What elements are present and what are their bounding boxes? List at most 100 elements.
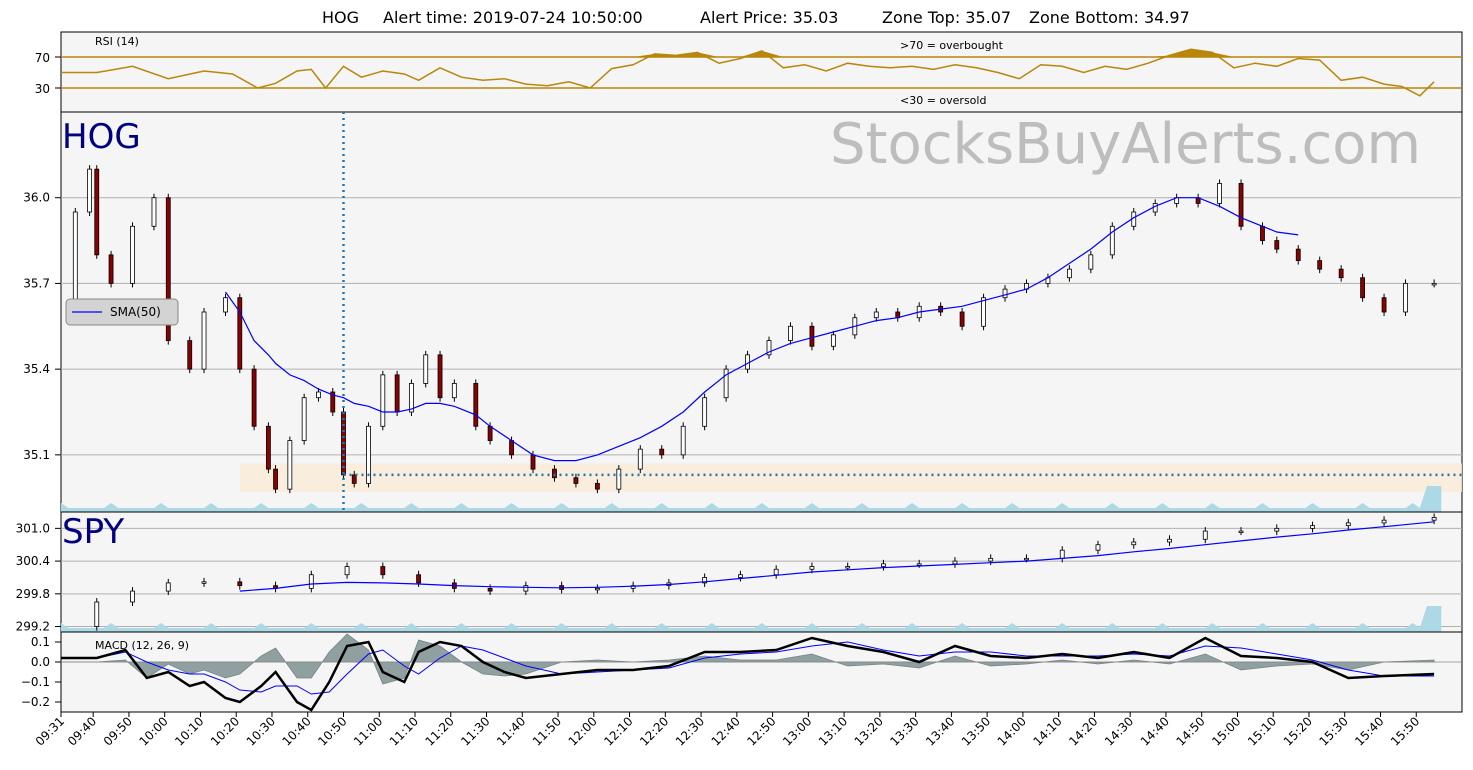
ytick-label-35.1: 35.1 bbox=[23, 448, 50, 462]
candle-body bbox=[416, 574, 421, 584]
spy-panel: SPY 299.2 299.8 300.4 301.0 bbox=[16, 511, 1463, 634]
macd-panel: MACD (12, 26, 9) 0.1 0.0 −0.1 −0.2 bbox=[21, 631, 1463, 713]
candle-body bbox=[1274, 240, 1280, 250]
candle-body bbox=[108, 254, 114, 284]
x-tick-label-33: 15:00 bbox=[1209, 714, 1243, 748]
x-tick-label-25: 13:40 bbox=[923, 714, 957, 748]
candle-body bbox=[237, 297, 243, 370]
ytick-label-35.7: 35.7 bbox=[23, 276, 50, 290]
candle-body bbox=[1345, 522, 1351, 527]
chart-title: HOG Alert time: 2019-07-24 10:50:00 Aler… bbox=[322, 8, 1190, 27]
candle-body bbox=[1310, 525, 1315, 529]
hog-panel: HOG StocksBuyAlerts.com SMA(50) 35.1 35.4… bbox=[23, 111, 1463, 513]
ytick-label-35.4: 35.4 bbox=[23, 362, 50, 376]
candle-body bbox=[830, 334, 836, 347]
macd-plot bbox=[61, 633, 1462, 712]
candle-body bbox=[366, 425, 371, 484]
candle-body bbox=[573, 477, 579, 484]
spy-panel-frame bbox=[60, 511, 1463, 633]
title-alert-time: Alert time: 2019-07-24 10:50:00 bbox=[383, 8, 643, 27]
candle-body bbox=[380, 374, 386, 427]
candle-body bbox=[1167, 538, 1172, 543]
x-tick-label-2: 09:50 bbox=[101, 714, 135, 748]
candle-body bbox=[394, 374, 400, 413]
x-tick-label-0: 09:31 bbox=[33, 714, 67, 748]
x-tick-label-4: 10:10 bbox=[172, 714, 206, 748]
macd-label: MACD (12, 26, 9) bbox=[95, 639, 189, 652]
hog-panel-frame bbox=[60, 111, 1463, 513]
candle-body bbox=[788, 325, 793, 341]
x-tick-label-15: 12:00 bbox=[566, 714, 600, 748]
macd-ytick-label-0: 0.1 bbox=[31, 635, 50, 649]
ytick-label-299.2: 299.2 bbox=[16, 620, 50, 634]
candle-body bbox=[1403, 283, 1408, 313]
x-tick-label-24: 13:30 bbox=[887, 714, 921, 748]
macd-y-axis: 0.1 0.0 −0.1 −0.2 bbox=[21, 635, 61, 709]
candle-body bbox=[594, 483, 600, 490]
x-tick-label-5: 10:20 bbox=[208, 714, 242, 748]
legend-box bbox=[65, 298, 179, 326]
x-tick-label-38: 15:50 bbox=[1388, 714, 1422, 748]
candle-body bbox=[437, 354, 443, 399]
candle-body bbox=[1295, 248, 1301, 261]
candle-body bbox=[308, 574, 314, 589]
ytick-label-299.8: 299.8 bbox=[16, 587, 50, 601]
candle-body bbox=[451, 383, 457, 399]
candle-body bbox=[1131, 541, 1137, 546]
x-tick-label-17: 12:20 bbox=[637, 714, 671, 748]
candle-body bbox=[530, 454, 536, 470]
candle-body bbox=[1217, 183, 1222, 204]
title-zone-top: Zone Top: 35.07 bbox=[882, 8, 1011, 27]
candle-body bbox=[1024, 557, 1029, 561]
x-tick-label-23: 13:20 bbox=[852, 714, 886, 748]
x-tick-label-18: 12:30 bbox=[673, 714, 707, 748]
rsi-panel: RSI (14) >70 = overbought <30 = oversold… bbox=[35, 31, 1463, 113]
candle-body bbox=[1109, 225, 1115, 256]
candle-body bbox=[1260, 225, 1265, 241]
candle-body bbox=[487, 587, 493, 592]
candle-body bbox=[165, 197, 171, 341]
legend-sma-label: SMA(50) bbox=[110, 305, 161, 319]
ytick-label-300.4: 300.4 bbox=[16, 554, 50, 568]
sma50-line bbox=[225, 197, 1299, 462]
alert-zone bbox=[239, 463, 1463, 492]
candle-body bbox=[659, 448, 665, 456]
volume-area bbox=[61, 606, 1442, 632]
x-tick-label-30: 14:30 bbox=[1102, 714, 1136, 748]
candle-body bbox=[1274, 527, 1280, 532]
candle-body bbox=[344, 566, 350, 576]
candle-body bbox=[766, 340, 772, 356]
x-tick-label-32: 14:50 bbox=[1173, 714, 1207, 748]
x-tick-label-26: 13:50 bbox=[959, 714, 993, 748]
rsi-ytick-30: 30 bbox=[35, 82, 50, 96]
candle-body bbox=[1338, 268, 1344, 279]
ytick-label-36: 36.0 bbox=[23, 191, 50, 205]
candle-body bbox=[1381, 519, 1387, 524]
x-tick-label-13: 11:40 bbox=[494, 714, 528, 748]
x-tick-label-31: 14:40 bbox=[1138, 714, 1172, 748]
candle-body bbox=[845, 566, 851, 569]
candle-body bbox=[87, 168, 93, 213]
candle-body bbox=[316, 391, 321, 399]
candle-body bbox=[952, 560, 958, 565]
candle-body bbox=[351, 474, 357, 484]
candle-body bbox=[287, 440, 293, 490]
macd-line bbox=[61, 636, 1435, 712]
rsi-oversold-note: <30 = oversold bbox=[900, 94, 986, 107]
candle-body bbox=[637, 448, 643, 470]
candle-body bbox=[201, 311, 207, 370]
title-zone-bottom: Zone Bottom: 34.97 bbox=[1029, 8, 1190, 27]
watermark: StocksBuyAlerts.com bbox=[830, 112, 1421, 177]
candle-body bbox=[201, 581, 207, 584]
candle-body bbox=[702, 577, 708, 584]
title-alert-price: Alert Price: 35.03 bbox=[700, 8, 838, 27]
macd-ytick-label-3: −0.2 bbox=[21, 695, 50, 709]
candle-body bbox=[981, 297, 986, 327]
spy-y-axis: 299.2 299.8 300.4 301.0 bbox=[16, 521, 61, 634]
candle-body bbox=[130, 590, 135, 603]
candle-body bbox=[873, 311, 879, 319]
candle-body bbox=[988, 557, 994, 562]
candle-body bbox=[187, 340, 193, 370]
candle-body bbox=[680, 425, 686, 456]
